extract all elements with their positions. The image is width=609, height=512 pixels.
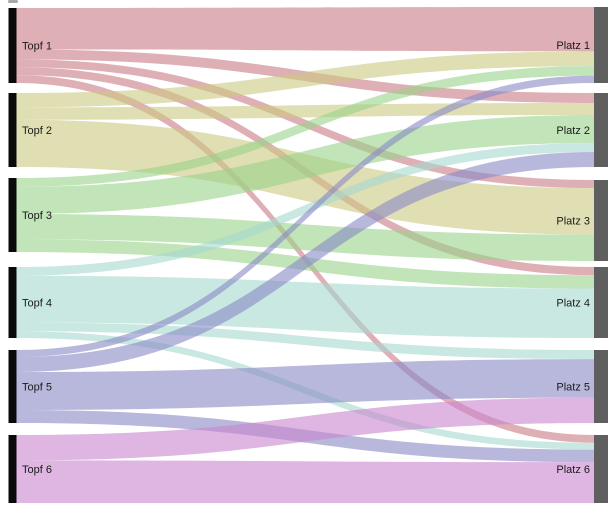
node-topf-2[interactable] <box>8 93 17 167</box>
node-platz-5[interactable] <box>594 350 608 423</box>
node-label-topf-4: Topf 4 <box>22 298 52 310</box>
ui-artifact <box>8 0 18 3</box>
flow-topf-5-platz-1[interactable] <box>16 75 595 357</box>
node-topf-1[interactable] <box>8 8 17 83</box>
node-platz-1[interactable] <box>594 7 608 83</box>
node-topf-6[interactable] <box>8 435 17 503</box>
flow-topf-5-platz-2[interactable] <box>16 152 595 372</box>
node-label-platz-3: Platz 3 <box>556 216 590 228</box>
node-topf-4[interactable] <box>8 267 17 338</box>
flow-topf-4-platz-5[interactable] <box>16 322 595 360</box>
node-topf-3[interactable] <box>8 178 17 252</box>
node-label-platz-6: Platz 6 <box>556 464 590 476</box>
node-label-platz-4: Platz 4 <box>556 298 590 310</box>
flow-topf-3-platz-2[interactable] <box>16 115 595 215</box>
node-label-topf-1: Topf 1 <box>22 41 52 53</box>
flow-topf-6-platz-6[interactable] <box>16 460 595 503</box>
node-label-platz-2: Platz 2 <box>556 125 590 137</box>
node-label-platz-1: Platz 1 <box>556 40 590 52</box>
node-label-platz-5: Platz 5 <box>556 382 590 394</box>
node-label-topf-2: Topf 2 <box>22 125 52 137</box>
node-label-topf-6: Topf 6 <box>22 464 52 476</box>
node-label-topf-3: Topf 3 <box>22 210 52 222</box>
node-label-topf-5: Topf 5 <box>22 382 52 394</box>
node-platz-6[interactable] <box>594 435 608 503</box>
flow-topf-5-platz-5[interactable] <box>16 359 595 410</box>
node-topf-5[interactable] <box>8 350 17 423</box>
node-platz-3[interactable] <box>594 180 608 261</box>
flow-topf-6-platz-5[interactable] <box>16 397 595 461</box>
flow-topf-3-platz-3[interactable] <box>16 214 595 261</box>
flow-topf-1-platz-1[interactable] <box>16 7 595 52</box>
flow-topf-3-platz-1[interactable] <box>16 66 595 187</box>
node-platz-4[interactable] <box>594 267 608 338</box>
flow-topf-4-platz-2[interactable] <box>16 143 595 276</box>
node-platz-2[interactable] <box>594 93 608 167</box>
flow-topf-2-platz-1[interactable] <box>16 51 595 108</box>
